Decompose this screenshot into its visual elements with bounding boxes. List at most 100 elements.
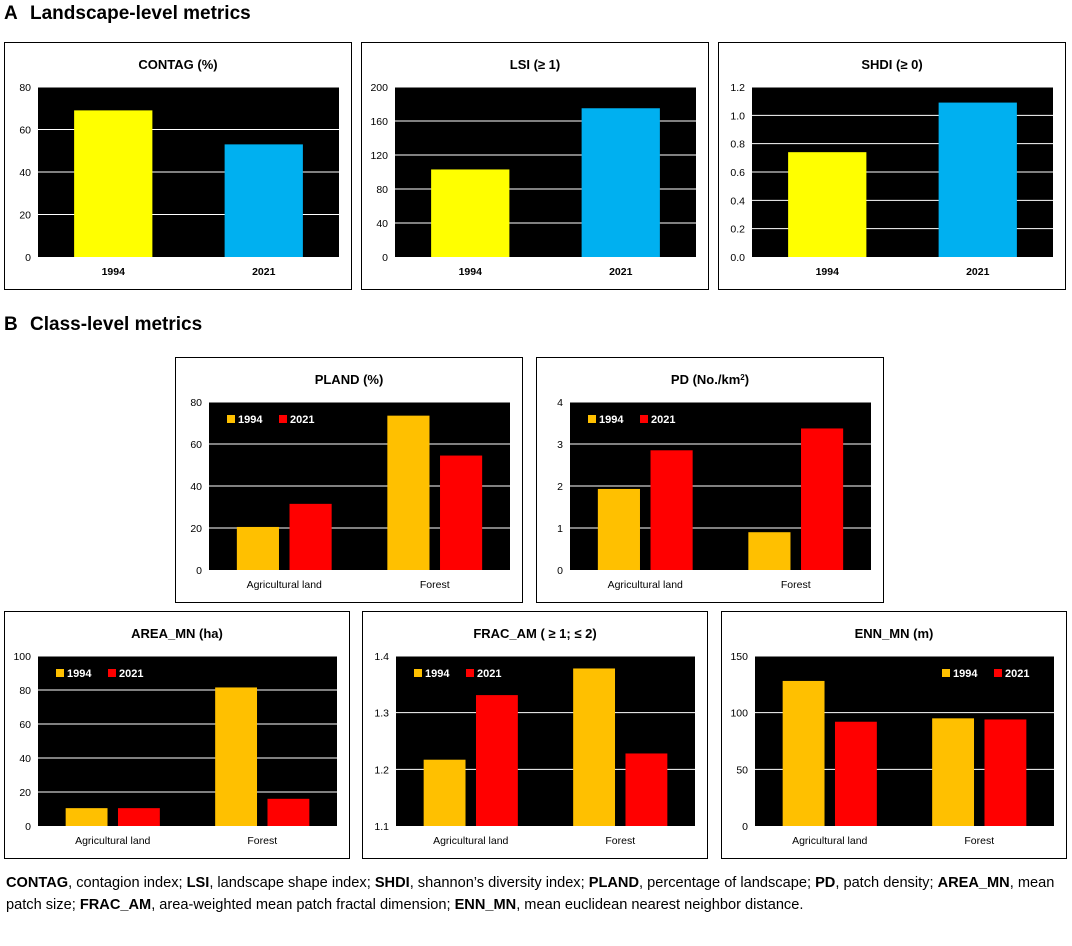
chart-panel-lsi: LSI (≥ 1) 0 40 80 120 160 200 1994 2021 (361, 42, 709, 290)
caption-term: ENN_MN (454, 897, 517, 913)
legend-label: 1994 (67, 668, 92, 680)
bar-1994-agricultural-land (782, 680, 825, 826)
legend-label: 1994 (425, 668, 450, 680)
chart-title: FRAC_AM ( ≥ 1; ≤ 2) (473, 626, 596, 641)
x-category-label: Forest (964, 835, 994, 847)
legend-swatch (227, 415, 235, 423)
chart-panel-contag: CONTAG (%) 0 20 40 60 80 1994 2021 (4, 42, 352, 290)
y-tick-label: 60 (19, 125, 31, 137)
bar-1994-agricultural-land (597, 488, 640, 570)
caption-term: PLAND (588, 875, 639, 891)
y-tick-label: 120 (370, 150, 388, 162)
y-tick-label: 0 (742, 821, 748, 833)
chart-title: SHDI (≥ 0) (861, 57, 922, 72)
x-category-label: Forest (605, 835, 635, 847)
legend-swatch (588, 415, 596, 423)
y-tick-label: 20 (19, 787, 31, 799)
legend-swatch (108, 669, 116, 677)
figure-caption: CONTAG, contagion index; LSI, landscape … (6, 872, 1068, 916)
caption-definition: , mean euclidean nearest neighbor distan… (516, 897, 804, 913)
bar-1994-forest (215, 687, 258, 826)
legend-swatch (414, 669, 422, 677)
bar-2021 (224, 144, 303, 257)
section-b-letter: B (4, 314, 18, 335)
x-category-label: Agricultural land (792, 835, 867, 847)
legend-swatch (279, 415, 287, 423)
bar-1994-forest (387, 415, 430, 570)
y-tick-label: 0.0 (730, 252, 745, 264)
legend-swatch (994, 669, 1002, 677)
bar-1994-agricultural-land (65, 808, 108, 826)
chart-title: AREA_MN (ha) (131, 626, 223, 641)
legend-label: 2021 (290, 414, 314, 426)
section-a-heading: A Landscape-level metrics (4, 3, 251, 25)
bar-2021-agricultural-land (650, 450, 693, 570)
y-tick-label: 4 (557, 397, 563, 409)
legend-label: 2021 (1005, 668, 1029, 680)
chart-panel-pland: PLAND (%) 0 20 40 60 80 1994 2021 Agricultural l… (175, 357, 523, 603)
y-tick-label: 20 (190, 523, 202, 535)
chart-title: PLAND (%) (315, 372, 384, 387)
y-tick-label: 0.8 (730, 139, 745, 151)
chart-svg-area_mn: AREA_MN (ha) 0 20 40 60 80 100 1994 2021 Agricult… (13, 626, 337, 847)
legend-label: 1994 (238, 414, 263, 426)
y-tick-label: 0 (557, 565, 563, 577)
bar-1994-agricultural-land (236, 526, 279, 570)
y-tick-label: 1 (557, 523, 563, 535)
bar-1994 (74, 110, 153, 257)
x-category-label: 1994 (102, 266, 126, 278)
bar-2021-forest (267, 798, 310, 826)
caption-term: CONTAG (6, 875, 69, 891)
y-tick-label: 1.4 (374, 651, 389, 663)
chart-svg-frac_am: FRAC_AM ( ≥ 1; ≤ 2) 1.1 1.2 1.3 1.4 1994 2021 A… (374, 626, 695, 847)
legend-swatch (466, 669, 474, 677)
y-tick-label: 80 (190, 397, 202, 409)
chart-title: ENN_MN (m) (855, 626, 934, 641)
plot-area (38, 656, 337, 826)
x-category-label: 2021 (252, 266, 276, 278)
x-category-label: Forest (781, 579, 811, 591)
chart-svg-enn_mn: ENN_MN (m) 0 50 100 150 1994 2021 Agricultural … (730, 626, 1054, 847)
caption-definition: , mean patch size; (6, 875, 1055, 913)
legend-label: 1994 (953, 668, 978, 680)
y-tick-label: 160 (370, 116, 388, 128)
y-tick-label: 100 (13, 651, 31, 663)
chart-svg-pd: PD (No./km2) 0 1 2 3 4 1994 2021 Agricultural la… (557, 372, 871, 591)
x-category-label: 2021 (609, 266, 633, 278)
chart-panel-pd: PD (No./km2) 0 1 2 3 4 1994 2021 Agricultural la… (536, 357, 884, 603)
x-category-label: 2021 (966, 266, 990, 278)
y-tick-label: 40 (19, 753, 31, 765)
section-b-title: Class-level metrics (30, 314, 203, 335)
y-tick-label: 3 (557, 439, 563, 451)
caption-definition: , patch density; (835, 875, 938, 891)
section-a-title: Landscape-level metrics (30, 3, 251, 24)
y-tick-label: 0.6 (730, 167, 745, 179)
y-tick-label: 0.2 (730, 224, 745, 236)
y-tick-label: 40 (190, 481, 202, 493)
y-tick-label: 1.3 (374, 708, 389, 720)
bar-2021-agricultural-land (289, 503, 332, 570)
bar-1994 (431, 169, 510, 257)
legend-swatch (640, 415, 648, 423)
y-tick-label: 40 (19, 167, 31, 179)
y-tick-label: 0 (382, 252, 388, 264)
y-tick-label: 60 (19, 719, 31, 731)
chart-panel-area-mn: AREA_MN (ha) 0 20 40 60 80 100 1994 2021 Agricult… (4, 611, 350, 859)
caption-definition: , percentage of landscape; (639, 875, 816, 891)
chart-svg-lsi: LSI (≥ 1) 0 40 80 120 160 200 1994 2021 (370, 57, 696, 278)
bar-1994 (788, 152, 867, 257)
x-category-label: Agricultural land (433, 835, 508, 847)
x-category-label: Forest (420, 579, 450, 591)
chart-svg-shdi: SHDI (≥ 0) 0.0 0.2 0.4 0.6 0.8 1.0 1.2 1994 2021 (730, 57, 1053, 278)
chart-svg-pland: PLAND (%) 0 20 40 60 80 1994 2021 Agricultural l… (190, 372, 510, 591)
bar-2021-forest (440, 455, 483, 570)
legend-label: 2021 (477, 668, 501, 680)
x-category-label: Agricultural land (75, 835, 150, 847)
chart-panel-shdi: SHDI (≥ 0) 0.0 0.2 0.4 0.6 0.8 1.0 1.2 1994 2021 (718, 42, 1066, 290)
y-tick-label: 1.2 (730, 82, 745, 94)
y-tick-label: 80 (19, 685, 31, 697)
legend-label: 2021 (651, 414, 675, 426)
legend-label: 1994 (599, 414, 624, 426)
caption-term: LSI (186, 875, 210, 891)
bar-2021-forest (625, 753, 668, 826)
